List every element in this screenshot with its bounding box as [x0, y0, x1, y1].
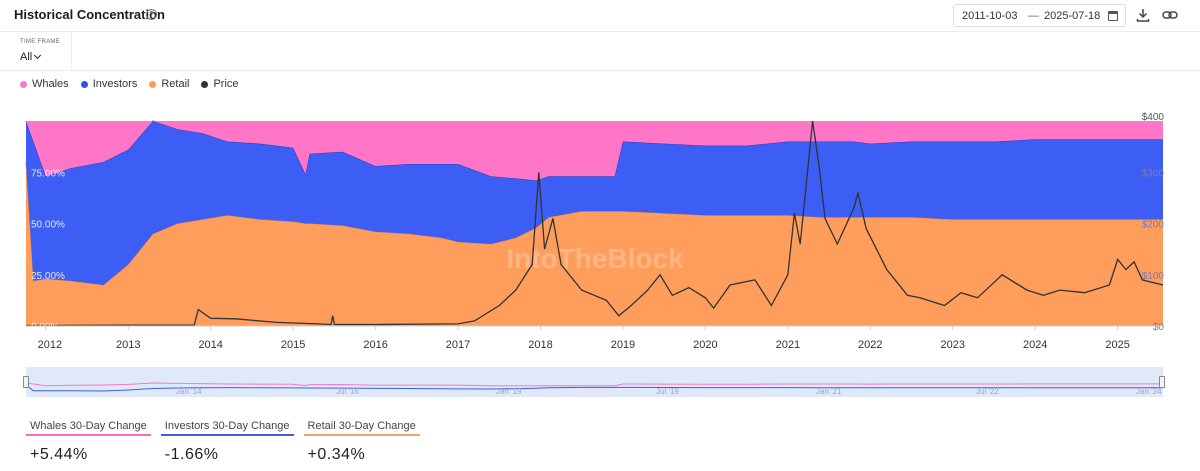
navigator-tick-label: Jan '21	[816, 387, 842, 396]
y-left-tick-label: 50.00%	[31, 220, 65, 231]
header-bar: Historical Concentration ? 2011-10-03 — …	[0, 0, 1200, 32]
navigator-tick-label: Jan '19	[496, 387, 522, 396]
question-circle-icon[interactable]: ?	[146, 9, 157, 20]
y-left-tick-label: 0.00%	[31, 322, 59, 333]
area-whales	[26, 121, 1163, 181]
y-left-tick-label: 75.00%	[31, 168, 65, 179]
legend-dot	[80, 80, 88, 88]
navigator-right-handle[interactable]	[1159, 376, 1165, 388]
legend-item-whales[interactable]: Whales	[20, 78, 69, 90]
range-navigator[interactable]: Jan '14 Jul '16 Jan '19 Jul '19 Jan '21 Jul '…	[25, 367, 1163, 397]
x-tick-label: 2018	[528, 339, 552, 351]
watermark: IntoTheBlock	[506, 243, 684, 274]
page-title: Historical Concentration	[14, 7, 165, 22]
x-tick-label: 2020	[693, 339, 717, 351]
stats-row: Whales 30-Day Change +5.44% Investors 30…	[26, 420, 430, 464]
x-tick-label: 2015	[281, 339, 305, 351]
x-tick-label: 2025	[1105, 339, 1129, 351]
legend-label: Investors	[92, 78, 138, 90]
legend-item-retail[interactable]: Retail	[149, 78, 189, 90]
chart-legend: Whales Investors Retail Price	[20, 78, 251, 90]
legend-dot	[149, 80, 157, 88]
navigator-series-line	[25, 382, 1163, 387]
x-tick-label: 2016	[363, 339, 387, 351]
area-investors	[26, 121, 1163, 285]
navigator-tick-label: Jan '14	[176, 387, 202, 396]
legend-dot	[20, 80, 27, 88]
stat-underline	[160, 434, 294, 436]
legend-dot	[201, 80, 209, 88]
y-right-tick-label: $400	[1142, 112, 1165, 123]
stat-underline	[303, 434, 420, 436]
chevron-down-icon[interactable]	[33, 51, 42, 60]
x-tick-label: 2019	[611, 339, 635, 351]
navigator-tick-label: Jan '24	[1136, 387, 1162, 396]
download-icon[interactable]	[1136, 8, 1150, 22]
timeframe-label: TIME FRAME	[20, 39, 60, 45]
navigator-tick-label: Jul '16	[336, 387, 359, 396]
navigator-preview: Jan '14 Jul '16 Jan '19 Jul '19 Jan '21 Jul '…	[25, 382, 1163, 396]
stat-value: -1.66%	[164, 446, 219, 463]
stat-label: Whales 30-Day Change	[30, 420, 147, 432]
y-left-tick-label: 25.00%	[31, 271, 65, 282]
date-separator: —	[1028, 10, 1039, 22]
legend-label: Whales	[32, 78, 69, 90]
legend-label: Price	[213, 78, 239, 90]
price-line	[25, 120, 1164, 327]
timeframe-value[interactable]: All	[20, 51, 33, 63]
x-tick-label: 2024	[1023, 339, 1047, 351]
y-right-tick-label: $200	[1142, 220, 1165, 231]
calendar-icon[interactable]	[1108, 11, 1118, 21]
navigator-left-handle[interactable]	[23, 376, 29, 388]
stat-underline	[26, 434, 151, 436]
stat-label: Retail 30-Day Change	[307, 420, 416, 432]
area-retail	[26, 162, 1163, 326]
navigator-tick-label: Jul '22	[976, 387, 999, 396]
legend-item-price[interactable]: Price	[201, 78, 239, 90]
link-icon[interactable]	[1162, 8, 1178, 22]
y-right-tick-label: $0	[1153, 322, 1165, 333]
legend-label: Retail	[161, 78, 190, 90]
date-range-picker[interactable]: 2011-10-03 — 2025-07-18	[953, 4, 1126, 27]
y-right-tick-label: $100	[1142, 271, 1165, 282]
stat-label: Investors 30-Day Change	[164, 420, 290, 432]
divider	[0, 70, 1200, 71]
x-tick-label: 2013	[116, 339, 140, 351]
y-right-tick-label: $300	[1142, 168, 1165, 179]
legend-item-investors[interactable]: Investors	[80, 78, 138, 90]
stat-retail: Retail 30-Day Change +0.34%	[303, 420, 420, 464]
concentration-chart[interactable]: IntoTheBlock 0.00% 25.00% 50.00% 75.00% $0 $10…	[0, 108, 1200, 358]
stat-value: +0.34%	[307, 446, 366, 463]
x-tick-label: 2023	[941, 339, 965, 351]
x-tick-label: 2014	[198, 339, 222, 351]
x-tick-label: 2012	[38, 339, 62, 351]
stat-value: +5.44%	[30, 446, 88, 463]
stat-whales: Whales 30-Day Change +5.44%	[26, 420, 151, 464]
navigator-tick-label: Jul '19	[656, 387, 679, 396]
navigator-series-line	[25, 384, 1163, 392]
date-start[interactable]: 2011-10-03	[962, 10, 1018, 22]
x-tick-label: 2021	[776, 339, 800, 351]
date-end[interactable]: 2025-07-18	[1044, 10, 1101, 22]
stat-investors: Investors 30-Day Change -1.66%	[160, 420, 294, 464]
timeframe-selector[interactable]: TIME FRAME All	[0, 32, 72, 70]
x-tick-label: 2017	[446, 339, 470, 351]
x-tick-label: 2022	[858, 339, 882, 351]
